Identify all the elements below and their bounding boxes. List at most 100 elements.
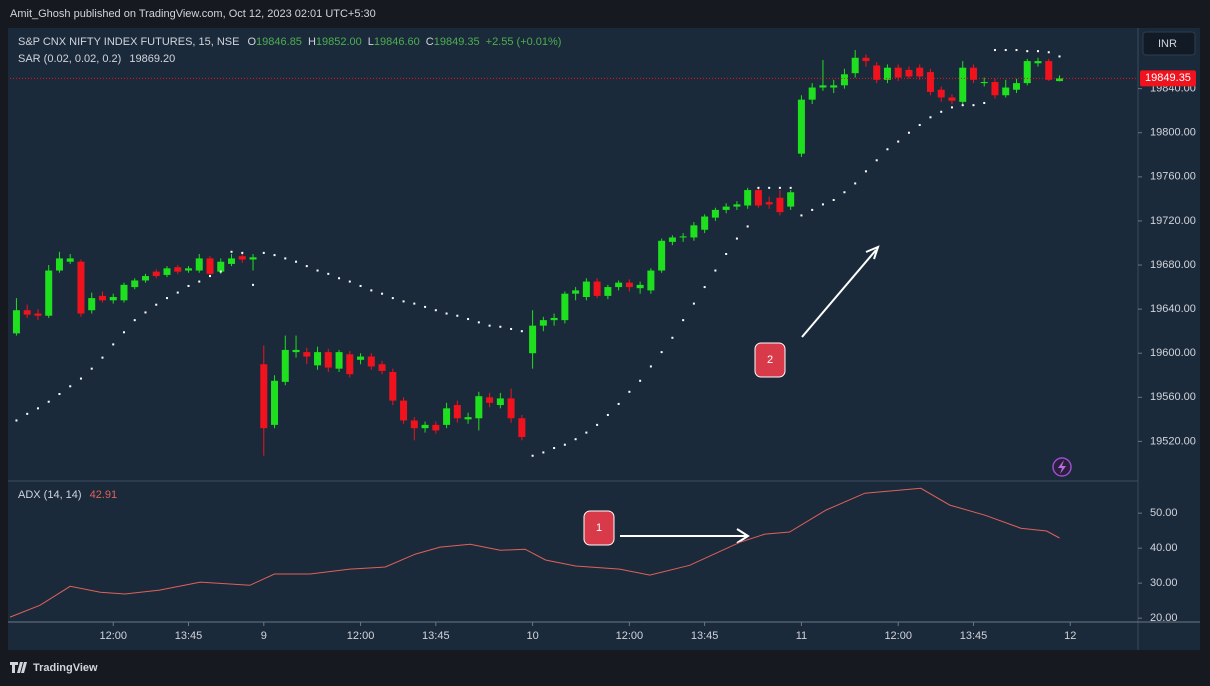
candle-body xyxy=(604,287,612,296)
sar-dot xyxy=(649,365,652,368)
candle-body xyxy=(582,281,590,297)
candle-body xyxy=(109,296,117,301)
x-tick-label: 12 xyxy=(1064,630,1076,642)
x-tick-label: 13:45 xyxy=(175,630,203,642)
sar-dot xyxy=(219,270,222,273)
sar-dot xyxy=(467,318,470,321)
candle-body xyxy=(862,57,870,62)
candle-body xyxy=(593,281,601,296)
candle-body xyxy=(916,67,924,77)
candle-body xyxy=(77,261,85,314)
candle-body xyxy=(12,310,20,334)
sar-dot xyxy=(144,311,147,314)
candle-body xyxy=(937,89,945,98)
ohlc-key: O xyxy=(247,36,256,48)
y-tick-label: 20.00 xyxy=(1150,612,1178,624)
sar-dot xyxy=(165,297,168,300)
candle-body xyxy=(98,295,106,301)
sar-dot xyxy=(983,101,986,104)
currency-button[interactable] xyxy=(1142,31,1196,56)
indicator-legend: SAR (0.02, 0.02, 0.2) 19869.20 xyxy=(18,53,175,65)
candle-body xyxy=(1002,87,1010,96)
x-tick-label: 12:00 xyxy=(884,630,912,642)
sar-dot xyxy=(230,250,233,253)
sar-dot xyxy=(553,447,556,450)
candle-body xyxy=(550,317,558,321)
candle-body xyxy=(66,258,74,262)
candle-body xyxy=(271,380,279,425)
candle-body xyxy=(496,398,504,406)
currency: INR xyxy=(1158,38,1177,50)
x-tick-label: 13:45 xyxy=(422,630,450,642)
x-tick-label: 10 xyxy=(526,630,538,642)
candle-body xyxy=(701,216,709,230)
alert-icon[interactable] xyxy=(1052,457,1072,477)
sar-dot xyxy=(499,325,502,328)
sar-dot xyxy=(241,251,244,254)
candle-body xyxy=(572,290,580,294)
arrow-1 xyxy=(620,528,750,544)
x-tick-label: 11 xyxy=(796,630,807,642)
sar-dot xyxy=(1058,55,1061,58)
candle-body xyxy=(808,87,816,100)
candle-body xyxy=(238,256,246,260)
sar-dot xyxy=(209,275,212,278)
sar-dot xyxy=(79,377,82,380)
sar-dot xyxy=(703,286,706,289)
candle-body xyxy=(733,204,741,207)
candle-body xyxy=(120,284,128,301)
candle-body xyxy=(797,99,805,154)
sar-dot xyxy=(348,280,351,283)
y-tick-label: 19800.00 xyxy=(1150,127,1196,139)
chart-area xyxy=(8,28,1200,650)
candle-body xyxy=(400,400,408,421)
annotation-label: 2 xyxy=(767,354,773,366)
sar-dot xyxy=(456,314,459,317)
y-tick-label: 30.00 xyxy=(1150,577,1178,589)
candle-body xyxy=(1045,61,1053,80)
sar-dot xyxy=(639,379,642,382)
sar-dot xyxy=(1036,50,1039,53)
sar-dot xyxy=(606,413,609,416)
candle-body xyxy=(926,72,934,92)
y-tick-label: 19560.00 xyxy=(1150,391,1196,403)
candle-body xyxy=(432,424,440,431)
sar-dot xyxy=(542,451,545,454)
annotation-badge xyxy=(754,342,786,378)
sar-dot xyxy=(155,303,158,306)
candle-body xyxy=(228,258,236,264)
y-tick-label: 19600.00 xyxy=(1150,347,1196,359)
candle-body xyxy=(894,67,902,78)
sar-dot xyxy=(187,284,190,287)
sar-dot xyxy=(520,330,523,333)
last-price-box xyxy=(1140,70,1196,87)
x-tick-label: 12:00 xyxy=(99,630,127,642)
sar-dot xyxy=(284,257,287,260)
sar-dot xyxy=(929,116,932,119)
candle-body xyxy=(625,282,633,288)
candle-body xyxy=(668,237,676,242)
candle-body xyxy=(217,261,225,272)
candle-body xyxy=(647,270,655,291)
sar-dot xyxy=(897,140,900,143)
sar-dot xyxy=(26,412,29,415)
sar-dot xyxy=(424,305,427,308)
ohlc-key: C xyxy=(426,36,434,48)
candle-body xyxy=(561,293,569,321)
sar-dot xyxy=(757,186,760,189)
candle-body xyxy=(636,284,644,289)
candle-body xyxy=(185,268,193,271)
footer-brand: TradingView xyxy=(33,662,98,674)
candle-body xyxy=(464,417,472,420)
sar-dot xyxy=(69,385,72,388)
sar-dot xyxy=(563,443,566,446)
sar-dot xyxy=(1004,49,1007,52)
y-tick-label: 19760.00 xyxy=(1150,171,1196,183)
adx-legend: ADX (14, 14) 42.91 xyxy=(18,489,117,501)
sar-dot xyxy=(692,302,695,305)
candle-body xyxy=(195,258,203,271)
candle-body xyxy=(851,57,859,74)
candle-body xyxy=(335,352,343,369)
candle-body xyxy=(292,349,300,353)
candle-body xyxy=(357,356,365,360)
